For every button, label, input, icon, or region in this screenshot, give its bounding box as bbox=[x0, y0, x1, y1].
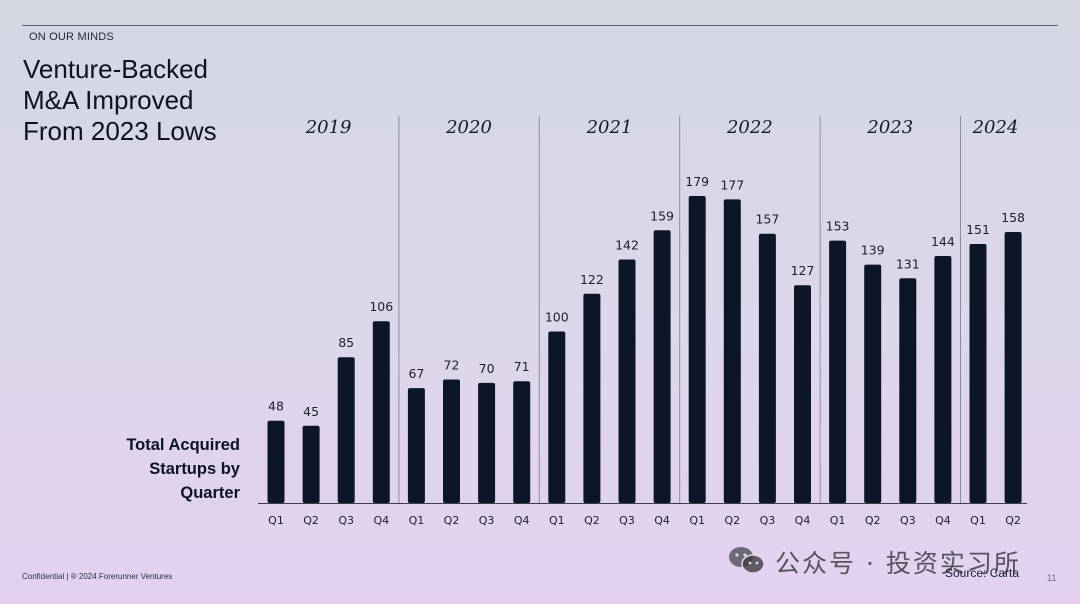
data-label-2019-q3: 85 bbox=[338, 335, 354, 350]
bar-2023-q2 bbox=[864, 264, 882, 503]
bar-2022-q1 bbox=[688, 196, 706, 503]
data-label-2020-q3: 70 bbox=[479, 361, 495, 376]
data-label-2021-q2: 122 bbox=[580, 272, 604, 287]
y-axis-label: Total Acquired Startups by Quarter bbox=[100, 433, 240, 505]
bar-2024-q1 bbox=[969, 244, 987, 503]
year-label-2023: 2023 bbox=[866, 117, 913, 138]
watermark-text: 公众号 · 投资实习所 bbox=[775, 549, 1021, 578]
data-label-2023-q2: 139 bbox=[861, 243, 885, 258]
bar-2019-q3 bbox=[337, 357, 355, 503]
data-label-2023-q4: 144 bbox=[931, 234, 955, 249]
top-rule bbox=[22, 25, 1058, 26]
year-label-2019: 2019 bbox=[305, 117, 352, 138]
watermark: 公众号 · 投资实习所 bbox=[727, 544, 1021, 580]
data-label-2020-q4: 71 bbox=[514, 359, 530, 374]
bar-2021-q2 bbox=[583, 293, 601, 503]
tick-label-2022-q4: Q4 bbox=[795, 514, 811, 527]
confidential-footer: Confidential | ® 2024 Forerunner Venture… bbox=[22, 572, 173, 581]
data-label-2019-q4: 106 bbox=[369, 299, 393, 314]
y-axis-label-line-2: Startups by bbox=[149, 460, 240, 478]
year-label-2021: 2021 bbox=[586, 117, 633, 138]
data-label-2021-q3: 142 bbox=[615, 238, 639, 253]
data-label-2019-q1: 48 bbox=[268, 399, 284, 414]
bar-2022-q2 bbox=[723, 199, 741, 503]
tick-label-2020-q1: Q1 bbox=[409, 514, 425, 527]
bar-2019-q2 bbox=[302, 425, 320, 503]
data-label-2022-q4: 127 bbox=[791, 263, 815, 278]
tick-label-2021-q4: Q4 bbox=[654, 514, 670, 527]
data-label-2020-q1: 67 bbox=[408, 366, 424, 381]
bar-2023-q4 bbox=[934, 256, 952, 503]
tick-label-2022-q3: Q3 bbox=[760, 514, 776, 527]
tick-label-2019-q2: Q2 bbox=[303, 514, 319, 527]
bar-2021-q3 bbox=[618, 259, 636, 503]
tick-label-2023-q1: Q1 bbox=[830, 514, 846, 527]
bar-2019-q1 bbox=[267, 420, 285, 503]
tick-label-2019-q1: Q1 bbox=[268, 514, 284, 527]
data-label-2022-q3: 157 bbox=[755, 212, 779, 227]
data-label-2019-q2: 45 bbox=[303, 404, 319, 419]
bar-2020-q2 bbox=[443, 379, 460, 503]
bar-2021-q1 bbox=[548, 331, 566, 503]
bar-2020-q4 bbox=[513, 381, 531, 503]
data-label-2021-q1: 100 bbox=[545, 310, 569, 325]
year-label-2020: 2020 bbox=[445, 117, 492, 138]
tick-label-2021-q3: Q3 bbox=[619, 514, 635, 527]
tick-label-2023-q3: Q3 bbox=[900, 514, 916, 527]
tick-label-2021-q2: Q2 bbox=[584, 514, 600, 527]
bar-2019-q4 bbox=[372, 321, 390, 503]
bar-2024-q2 bbox=[1004, 232, 1022, 503]
tick-label-2020-q2: Q2 bbox=[444, 514, 460, 527]
tick-label-2024-q1: Q1 bbox=[970, 514, 986, 527]
data-label-2024-q2: 158 bbox=[1001, 210, 1025, 225]
bar-2020-q3 bbox=[478, 382, 496, 503]
tick-label-2024-q2: Q2 bbox=[1005, 514, 1021, 527]
bar-2022-q4 bbox=[794, 285, 811, 503]
source-note: Source: Carta bbox=[945, 566, 1020, 580]
title-line-1: Venture-Backed bbox=[23, 54, 209, 84]
bar-2023-q3 bbox=[899, 278, 917, 503]
y-axis-label-line-3: Quarter bbox=[180, 484, 240, 502]
title-line-2: M&A Improved bbox=[23, 85, 194, 115]
tick-label-2022-q2: Q2 bbox=[724, 514, 740, 527]
data-label-2021-q4: 159 bbox=[650, 208, 674, 223]
slide-title: Venture-Backed M&A Improved From 2023 Lo… bbox=[23, 54, 283, 147]
data-label-2022-q2: 177 bbox=[720, 177, 744, 192]
tick-label-2019-q4: Q4 bbox=[373, 514, 389, 527]
tick-label-2019-q3: Q3 bbox=[338, 514, 354, 527]
bar-2023-q1 bbox=[829, 240, 847, 503]
year-label-2022: 2022 bbox=[726, 117, 773, 138]
bar-2021-q4 bbox=[653, 230, 671, 504]
tick-label-2022-q1: Q1 bbox=[689, 514, 705, 527]
data-label-2020-q2: 72 bbox=[444, 358, 460, 373]
data-label-2023-q3: 131 bbox=[896, 256, 920, 271]
bar-2022-q3 bbox=[758, 233, 776, 503]
bar-2020-q1 bbox=[407, 388, 425, 503]
year-label-2024: 2024 bbox=[972, 117, 1019, 138]
tick-label-2023-q4: Q4 bbox=[935, 514, 951, 527]
tick-label-2021-q1: Q1 bbox=[549, 514, 565, 527]
data-label-2023-q1: 153 bbox=[826, 219, 850, 234]
section-kicker: ON OUR MINDS bbox=[29, 31, 114, 43]
title-line-3: From 2023 Lows bbox=[23, 116, 217, 146]
wechat-icon bbox=[727, 545, 767, 580]
data-label-2024-q1: 151 bbox=[966, 222, 990, 237]
data-label-2022-q1: 179 bbox=[685, 174, 709, 189]
y-axis-label-line-1: Total Acquired bbox=[126, 436, 240, 454]
tick-label-2023-q2: Q2 bbox=[865, 514, 881, 527]
page-number: 11 bbox=[1047, 573, 1057, 583]
tick-label-2020-q4: Q4 bbox=[514, 514, 530, 527]
tick-label-2020-q3: Q3 bbox=[479, 514, 495, 527]
